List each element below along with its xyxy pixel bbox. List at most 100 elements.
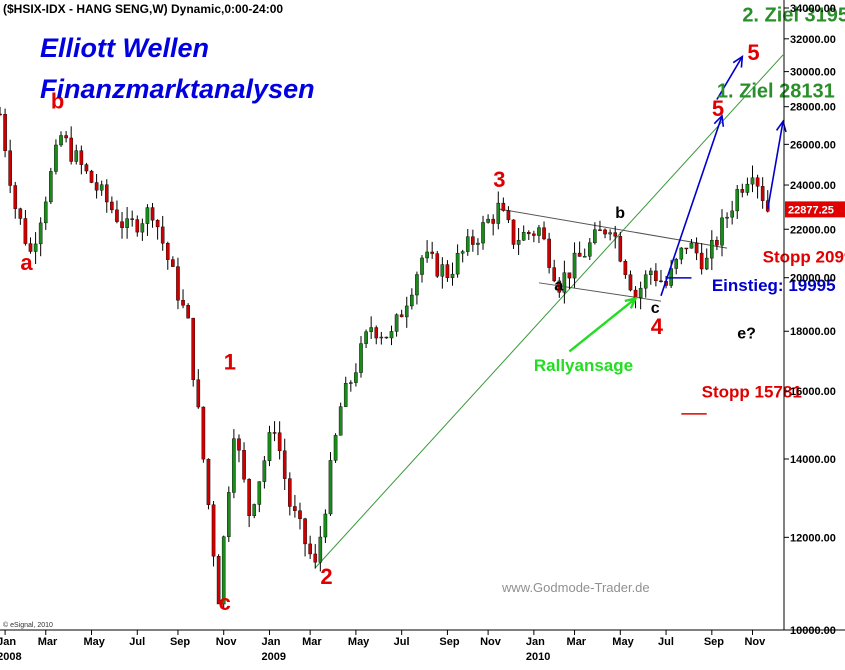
candle-body (333, 435, 338, 461)
month-tick-label: Mar (38, 636, 58, 648)
rally-arrow-head (624, 296, 638, 309)
candle-body (593, 229, 597, 243)
target-arrow-head (775, 119, 787, 133)
arrows (568, 55, 787, 415)
candle-body (649, 270, 653, 275)
entry-label: Einstieg: 19995 (712, 276, 836, 295)
candle-body (201, 406, 206, 460)
wave-label-1: 1 (224, 349, 236, 374)
month-tick-label: Jan (526, 636, 545, 648)
last-price-label: 22877.25 (788, 204, 834, 216)
month-tick-label: May (84, 636, 106, 648)
month-tick-label: Jul (129, 636, 145, 648)
wave-label-2: 2 (320, 564, 332, 589)
candle-body (745, 183, 750, 193)
candle-body (288, 478, 292, 507)
candle-body (84, 164, 89, 172)
price-tick-label: 34000.00 (790, 3, 836, 15)
candle-body (689, 242, 694, 249)
candle-body (384, 336, 389, 339)
target-arrow (766, 121, 784, 210)
candle-body (38, 222, 43, 245)
wave-label-5-upper: 5 (747, 40, 759, 65)
candle-body (440, 264, 445, 277)
candle-body (23, 218, 28, 244)
price-tick-label: 14000.00 (790, 454, 836, 466)
candle-body (221, 536, 226, 605)
trendline-channel-upper (498, 208, 728, 249)
candle-body (293, 506, 297, 511)
candle-body (110, 201, 114, 211)
month-tick-label: Nov (480, 636, 502, 648)
candle-body (735, 189, 740, 212)
candle-body (674, 258, 679, 269)
candle-body (415, 274, 419, 296)
candle-body (155, 220, 160, 228)
candle-body (684, 247, 689, 250)
candle-body (608, 232, 612, 235)
candle-body (740, 189, 745, 193)
candle-body (242, 450, 246, 480)
candle-body (216, 556, 221, 605)
candle-body (28, 243, 33, 252)
candle-body (0, 113, 2, 116)
candle-body (628, 274, 633, 291)
candle-body (186, 305, 190, 319)
candle-body (191, 317, 196, 380)
month-tick-label: May (348, 636, 370, 648)
price-tick-label: 10000.00 (790, 625, 836, 637)
candle-body (699, 252, 704, 270)
candle-body (145, 207, 150, 224)
price-tick-label: 28000.00 (790, 102, 836, 114)
candle-body (511, 219, 516, 245)
candle-body (725, 216, 729, 219)
copyright: © eSignal, 2010 (3, 621, 53, 629)
wave-label-b-2010: b (615, 205, 625, 222)
candle-body (313, 553, 318, 563)
candle-body (379, 336, 384, 339)
chart-title-line2: Finanzmarktanalysen (40, 74, 315, 104)
target-arrow (660, 115, 723, 297)
candle-body (64, 135, 68, 139)
month-tick-label: Jan (0, 636, 16, 648)
candle-body (226, 492, 231, 537)
candle-body (582, 256, 587, 258)
candle-body (298, 510, 302, 519)
candle-body (491, 218, 495, 224)
month-tick-label: Sep (170, 636, 190, 648)
candle-body (460, 251, 465, 254)
candle-body (623, 261, 628, 275)
month-tick-label: May (612, 636, 634, 648)
candle-body (603, 229, 607, 235)
candle-body (74, 150, 79, 162)
candle-body (206, 458, 211, 505)
candle-body (598, 229, 602, 231)
target-arrow-head (732, 55, 744, 68)
candle-body (374, 327, 379, 339)
candle-body (354, 372, 358, 383)
wave-label-e: e? (737, 325, 756, 342)
candle-body (476, 242, 480, 245)
candle-body (526, 232, 531, 235)
candle-body (277, 432, 282, 452)
price-tick-label: 12000.00 (790, 532, 836, 544)
candle-body (501, 202, 506, 211)
candle-body (349, 382, 353, 384)
candle-body (537, 227, 541, 236)
price-tick-label: 20000.00 (790, 273, 836, 285)
chart-header: ($HSIX-IDX - HANG SENG,W) Dynamic,0:00-2… (3, 2, 283, 16)
wave-label-4: 4 (651, 314, 664, 339)
candle-body (49, 171, 53, 203)
candle-body (410, 294, 414, 307)
candle-body (450, 273, 455, 278)
candle-body (755, 177, 760, 187)
target-arrow (716, 56, 744, 100)
candle-body (165, 243, 170, 260)
candle-body (150, 207, 155, 221)
candle-body (171, 259, 175, 267)
candle-body (567, 272, 572, 279)
price-tick-label: 26000.00 (790, 139, 836, 151)
candle-body (486, 218, 490, 223)
month-tick-label: Nov (744, 636, 766, 648)
